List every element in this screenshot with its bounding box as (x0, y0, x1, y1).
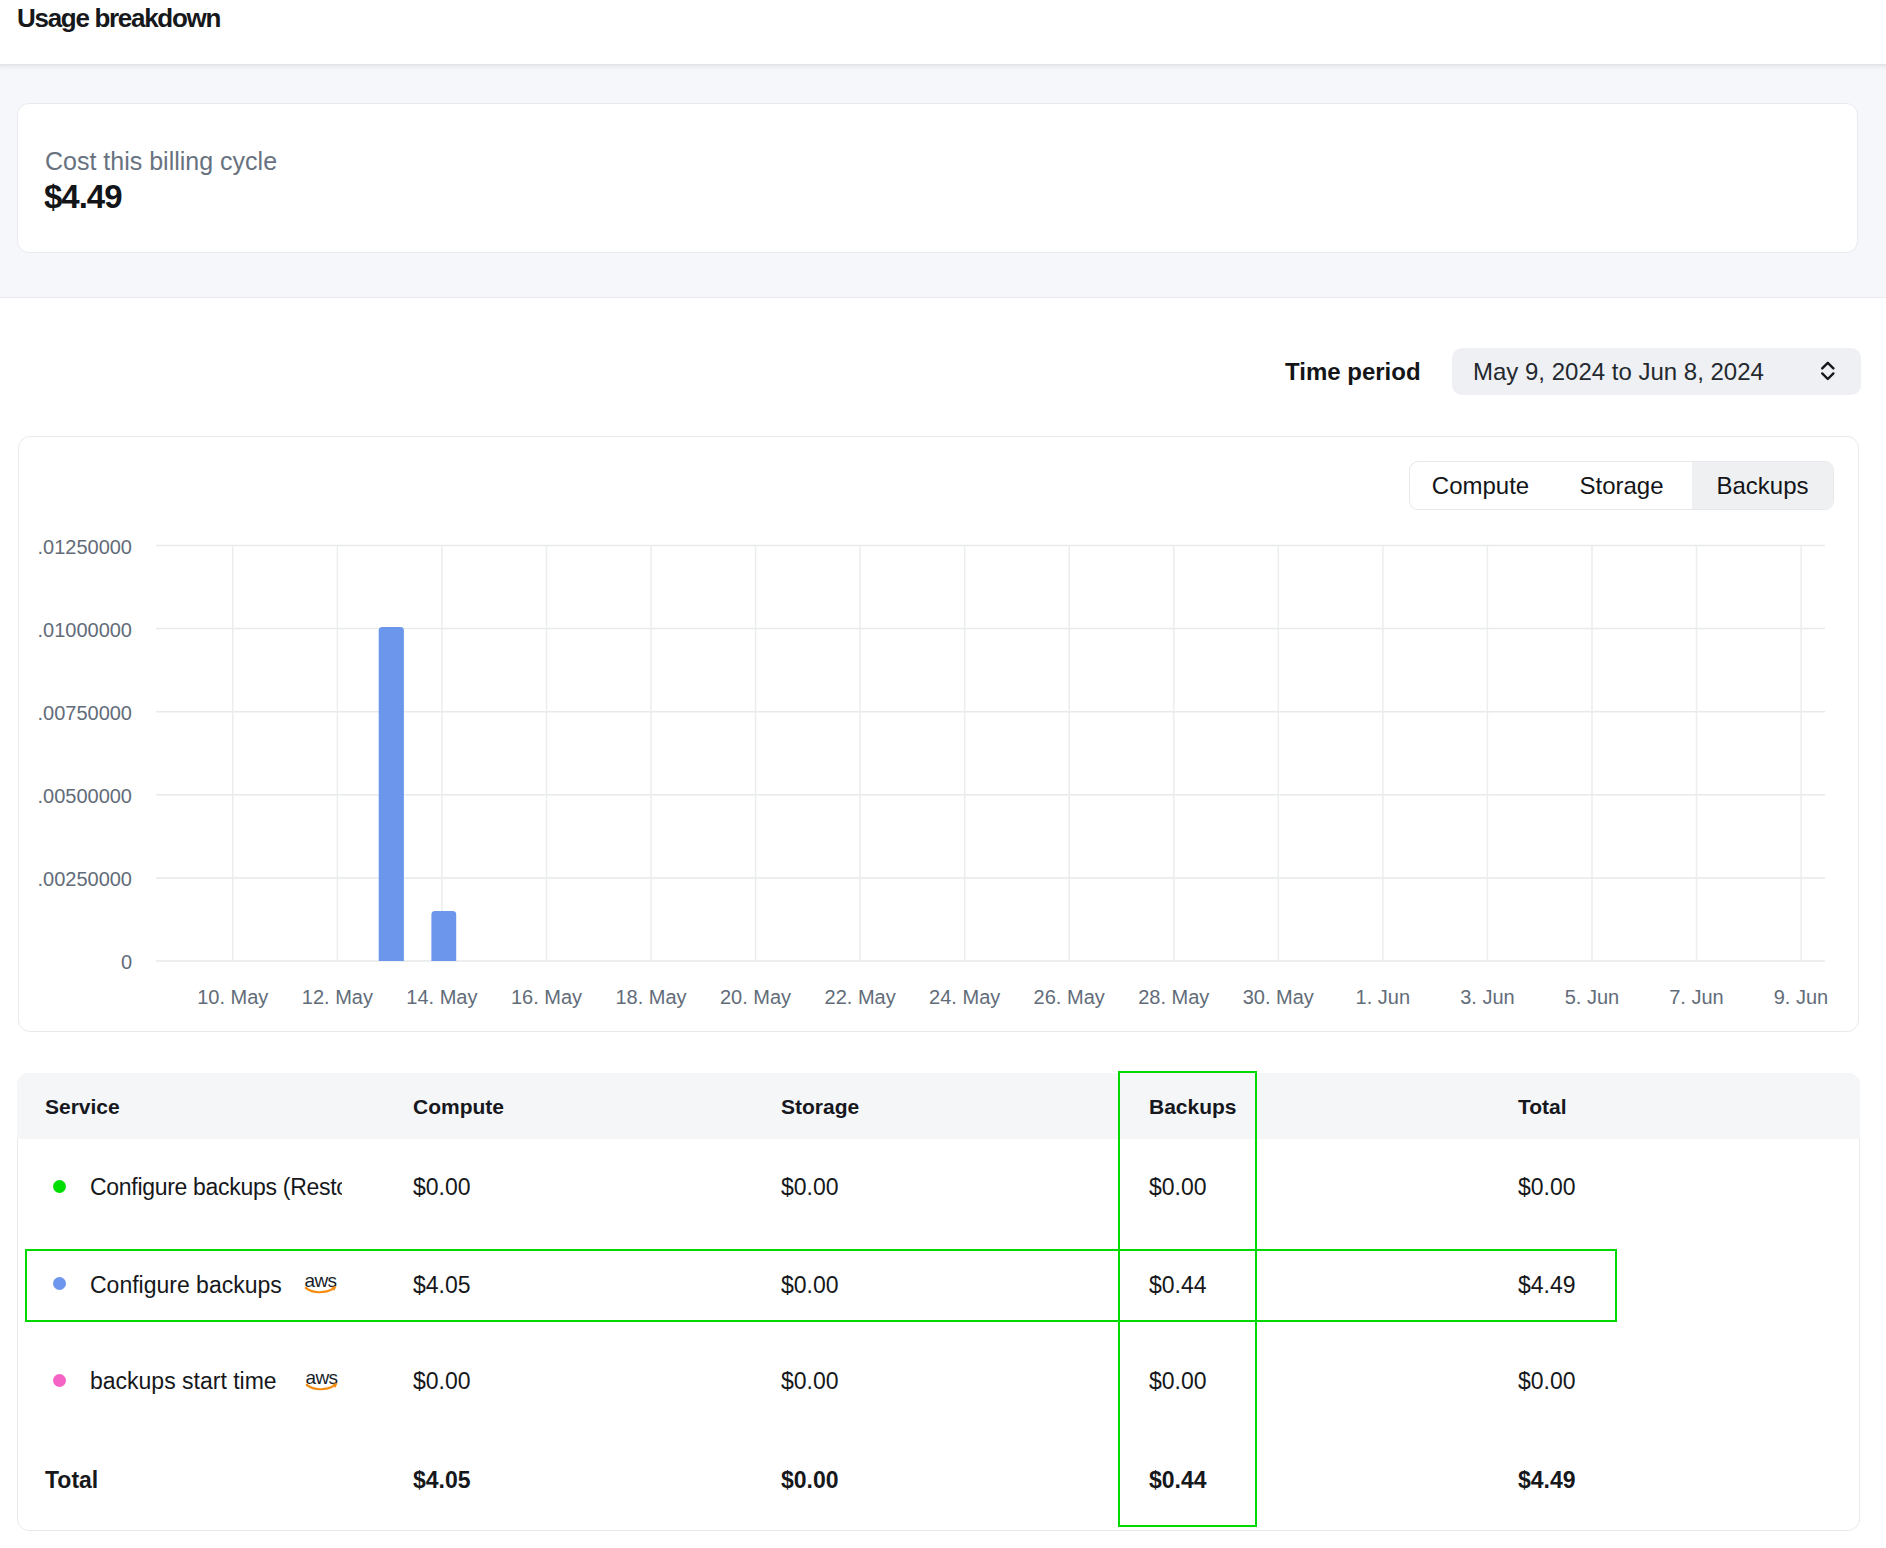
svg-text:aws: aws (306, 1370, 338, 1388)
